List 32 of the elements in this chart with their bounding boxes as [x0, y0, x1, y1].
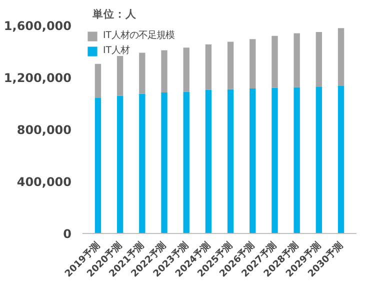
bar: [183, 92, 190, 234]
y-tick-label: 1,200,000: [4, 71, 72, 85]
bar: [272, 36, 278, 88]
bar: [139, 94, 146, 234]
text: 単位：人: [92, 8, 138, 20]
bar: [338, 28, 344, 86]
bar: [183, 48, 190, 92]
legend-label: IT人材の不足規模: [103, 29, 174, 42]
bar: [94, 64, 102, 98]
bar: [316, 32, 322, 87]
bar: [205, 44, 212, 90]
legend-label: IT人材: [103, 44, 130, 57]
bar: [161, 92, 168, 234]
bar: [139, 52, 146, 94]
bar: [316, 86, 322, 234]
y-tick-label: 400,000: [16, 175, 72, 189]
bar: [250, 88, 256, 234]
bar: [338, 86, 344, 234]
bar: [227, 89, 234, 234]
y-tick-label: 0: [63, 227, 72, 241]
bar: [250, 39, 256, 89]
bar: [294, 33, 300, 88]
bar: [272, 88, 278, 234]
bar: [94, 98, 102, 234]
bar: [227, 42, 234, 90]
y-tick-label: 1,600,000: [4, 19, 72, 33]
bar: [294, 87, 300, 234]
bar: [161, 50, 168, 92]
bar: [205, 90, 212, 234]
bar: [116, 96, 124, 234]
y-tick-label: 800,000: [16, 123, 72, 137]
bar: [116, 56, 124, 96]
